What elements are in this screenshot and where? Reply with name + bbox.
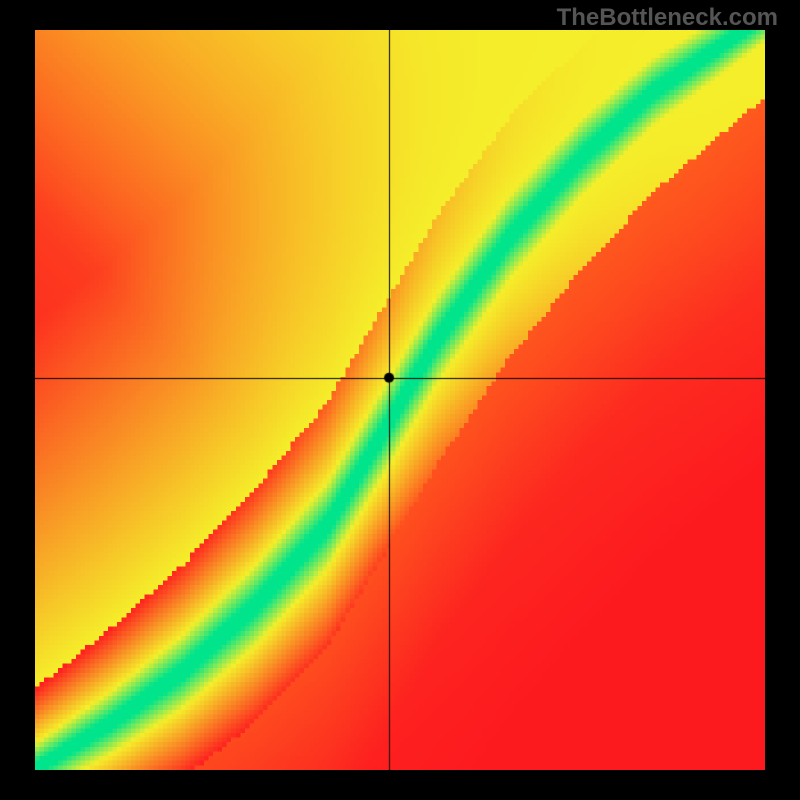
- watermark-text: TheBottleneck.com: [557, 4, 778, 32]
- crosshair-overlay: [35, 30, 765, 770]
